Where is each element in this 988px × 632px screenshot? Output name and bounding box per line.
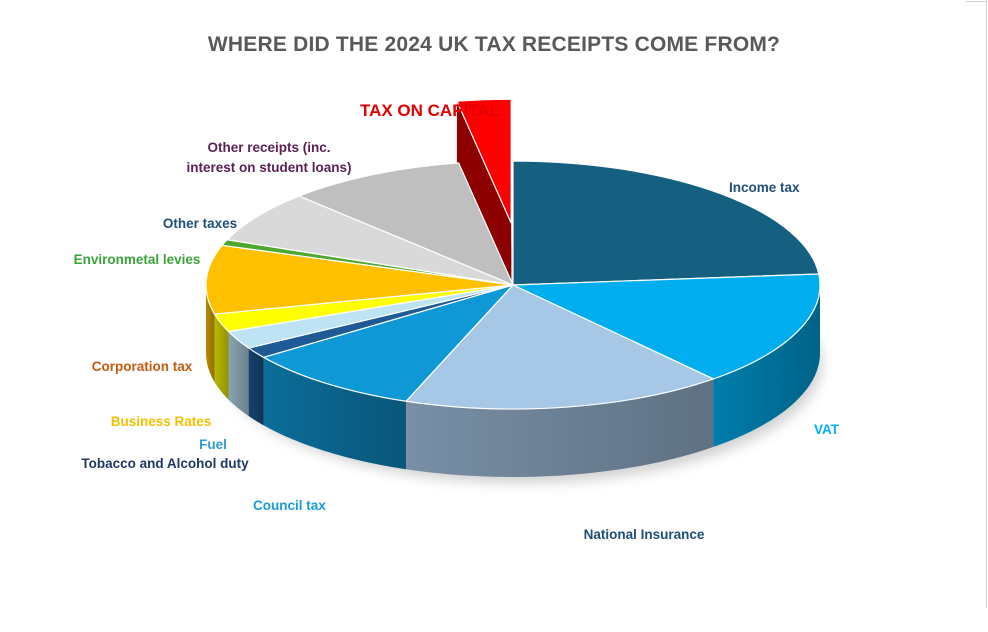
slice-side-shade-1: [713, 285, 820, 447]
slice-side-shade-6: [214, 314, 229, 400]
slice-wall-11: [456, 101, 512, 292]
slice-label-5: Fuel: [199, 437, 227, 452]
slice-11: [455, 98, 512, 224]
chart-border-top: [966, 1, 986, 2]
slice-9: [225, 195, 514, 286]
slice-3: [262, 283, 515, 402]
slice-label-6: Business Rates: [111, 414, 212, 429]
slice-label-8: Environmetal levies: [74, 252, 201, 267]
slice-label-7: Corporation tax: [92, 359, 193, 374]
slice-side-shade-3: [263, 357, 407, 470]
slice-label-2: National Insurance: [584, 527, 705, 542]
slice-label-10: Other receipts (inc. interest on student …: [186, 140, 351, 175]
chart-title: WHERE DID THE 2024 UK TAX RECEIPTS COME …: [207, 33, 781, 56]
slice-label-4: Tobacco and Alcohol duty: [81, 456, 249, 471]
slice-side-shade-2: [406, 378, 714, 477]
slice-side-shade-4: [248, 348, 264, 426]
slice-label-3: Council tax: [253, 498, 326, 513]
slice-label-9: Other taxes: [163, 216, 237, 231]
slice-label-11: TAX ON CAPITAL: [360, 101, 500, 120]
chart-border-right: [986, 0, 987, 608]
slice-side-shade-5: [228, 331, 249, 417]
slice-label-1: VAT: [814, 422, 840, 437]
slice-0: [512, 160, 820, 286]
slice-7: [205, 244, 514, 315]
slice-1: [512, 273, 821, 380]
slice-label-0: Income tax: [729, 180, 800, 195]
slice-10: [297, 162, 515, 287]
slice-side-shade-7: [206, 285, 215, 383]
slice-2: [404, 284, 716, 410]
